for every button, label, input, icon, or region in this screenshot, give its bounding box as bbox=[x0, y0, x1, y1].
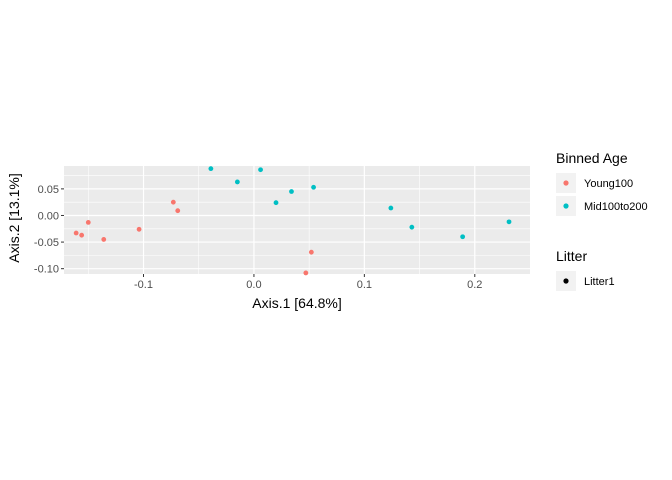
y-axis-title: Axis.2 [13.1%] bbox=[6, 173, 22, 263]
y-tick-label: 0.00 bbox=[38, 210, 59, 222]
data-point bbox=[208, 166, 214, 172]
data-point bbox=[409, 224, 415, 230]
legend-1: Binned Age Young100 Mid100to200 bbox=[556, 150, 648, 216]
x-tick-label: -0.1 bbox=[134, 279, 153, 291]
data-point bbox=[311, 184, 316, 190]
data-point bbox=[303, 270, 309, 276]
y-tick-label: 0.05 bbox=[38, 184, 59, 196]
legend-key-dot bbox=[563, 180, 569, 186]
x-axis-ticks: -0.1 0.0 0.1 0.2 bbox=[134, 274, 482, 291]
minor-gridlines bbox=[64, 166, 530, 274]
data-point bbox=[136, 226, 142, 232]
data-point bbox=[79, 232, 85, 238]
y-axis-ticks: -0.10 -0.05 0.00 0.05 bbox=[34, 184, 64, 276]
major-gridlines bbox=[64, 166, 530, 274]
data-point bbox=[289, 189, 294, 194]
legend-2: Litter Litter1 bbox=[556, 248, 615, 291]
data-point bbox=[170, 199, 176, 205]
legend-key-dot bbox=[563, 278, 569, 284]
data-point bbox=[273, 200, 279, 206]
x-tick-label: 0.1 bbox=[357, 279, 372, 291]
legend-label: Mid100to200 bbox=[584, 201, 648, 213]
data-point bbox=[388, 205, 394, 211]
legend-label: Litter1 bbox=[584, 276, 615, 288]
legend-key-dot bbox=[563, 203, 569, 209]
x-axis-title: Axis.1 [64.8%] bbox=[252, 295, 342, 311]
x-tick-label: 0.2 bbox=[467, 279, 482, 291]
data-point bbox=[85, 219, 91, 225]
data-point bbox=[73, 230, 79, 236]
y-tick-label: -0.10 bbox=[34, 264, 59, 276]
x-tick-label: 0.0 bbox=[246, 279, 261, 291]
legend-title: Litter bbox=[556, 248, 587, 264]
data-point bbox=[460, 234, 466, 240]
data-point bbox=[258, 167, 263, 173]
data-points bbox=[73, 166, 512, 276]
legend-title: Binned Age bbox=[556, 150, 628, 166]
data-point bbox=[506, 219, 512, 225]
panel-background bbox=[64, 166, 530, 274]
data-point bbox=[308, 249, 314, 255]
legend-label: Young100 bbox=[584, 178, 633, 190]
plot-panel bbox=[64, 166, 530, 276]
data-point bbox=[101, 237, 107, 242]
data-point bbox=[234, 179, 240, 185]
data-point bbox=[175, 208, 181, 214]
y-tick-label: -0.05 bbox=[34, 237, 59, 249]
legend-area: Binned AgeYoung100Mid100to200LitterLitte… bbox=[556, 150, 648, 291]
